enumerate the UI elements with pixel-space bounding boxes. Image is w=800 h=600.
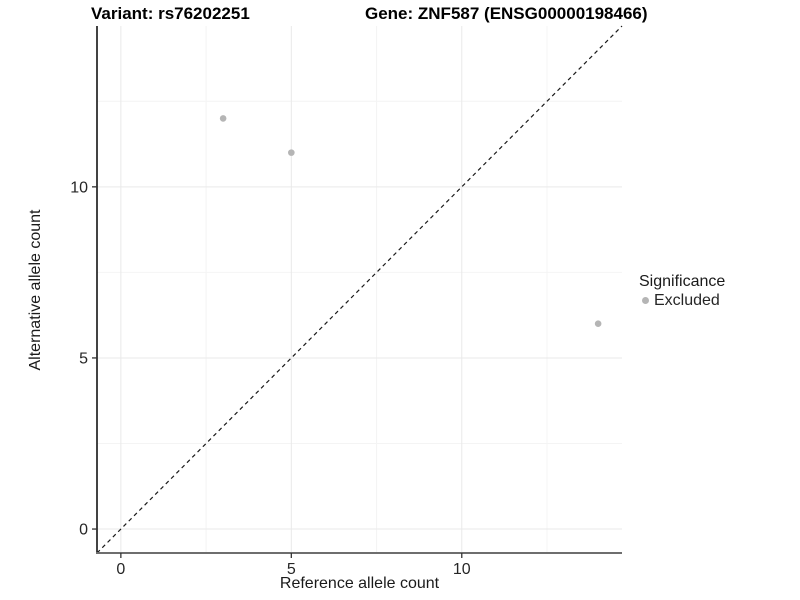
- data-point: [219, 115, 227, 122]
- variant-title: Variant: rs76202251: [91, 4, 250, 23]
- y-tick-label: 10: [70, 179, 88, 196]
- x-tick-label: 0: [116, 561, 125, 578]
- legend: Significance Excluded: [639, 272, 725, 310]
- legend-item-label: Excluded: [654, 292, 720, 309]
- data-point: [288, 149, 295, 156]
- x-tick-label: 5: [287, 561, 296, 578]
- legend-point-icon: [642, 297, 649, 304]
- y-tick-label: 0: [79, 522, 88, 539]
- legend-item-excluded: Excluded: [639, 291, 725, 310]
- x-tick-label: 10: [453, 561, 471, 578]
- y-axis-title: Alternative allele count: [27, 209, 44, 371]
- identity-line: [96, 25, 623, 554]
- y-tick-label: 5: [79, 350, 88, 367]
- gene-title: Gene: ZNF587 (ENSG00000198466): [365, 4, 648, 23]
- x-axis-title: Reference allele count: [279, 575, 440, 592]
- data-point: [594, 320, 602, 328]
- legend-title: Significance: [639, 273, 726, 290]
